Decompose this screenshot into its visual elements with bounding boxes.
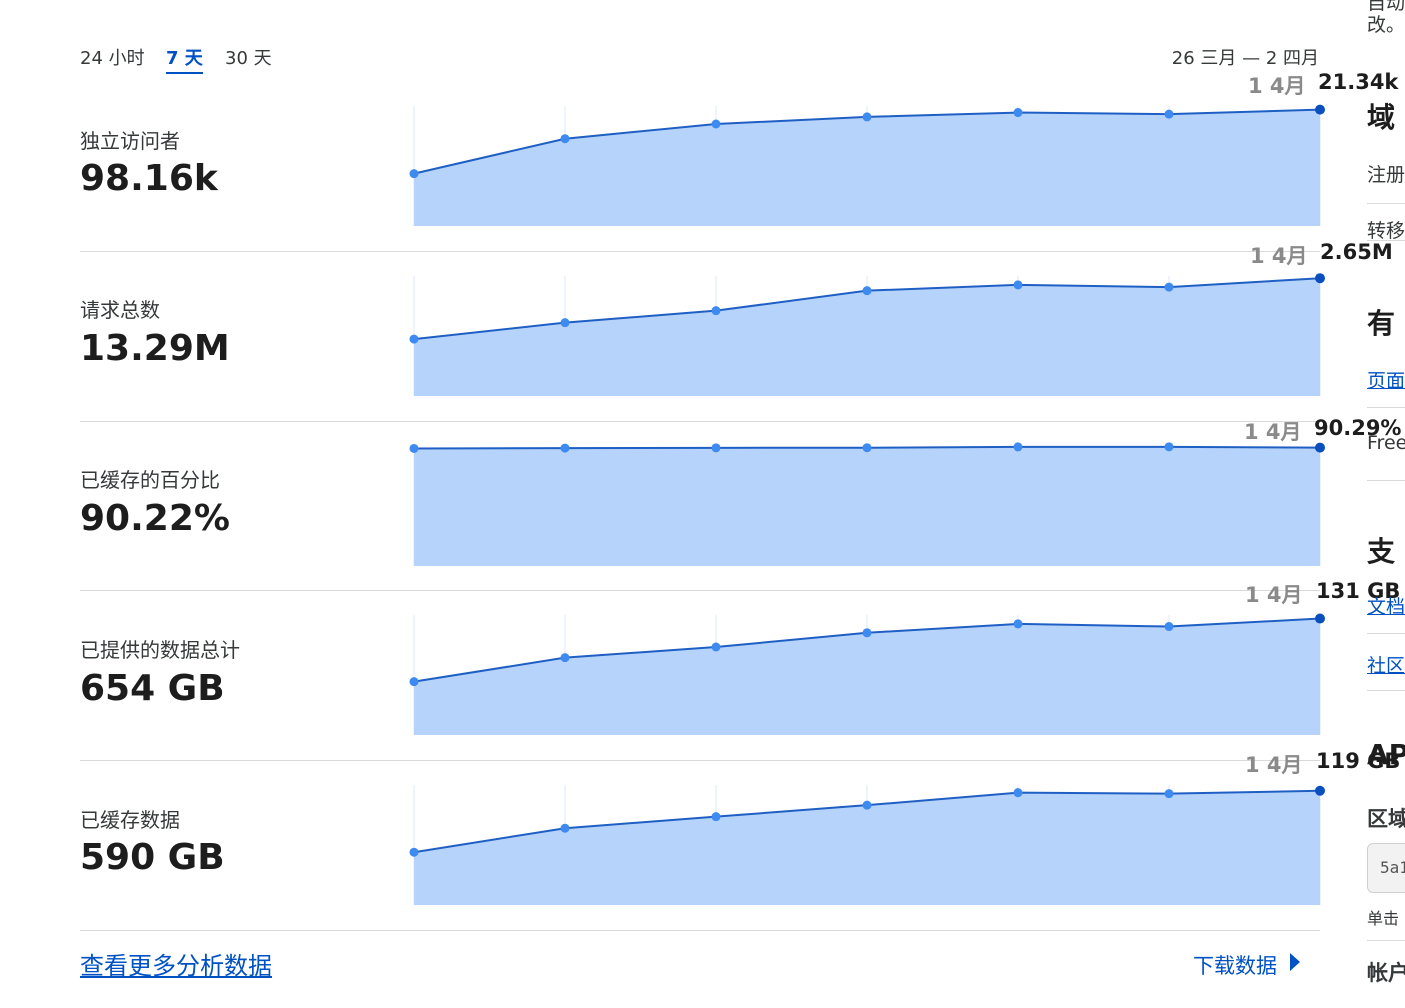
sidebar-docs-link[interactable]: 文档 — [1367, 596, 1405, 618]
metric-label-cached-percent: 已缓存的百分比 — [80, 468, 220, 492]
sidebar-account-label: 帐户 — [1367, 961, 1405, 985]
metric-label-unique-visitors: 独立访问者 — [80, 129, 180, 153]
metric-value-total-data-served: 654 GB — [80, 668, 225, 709]
date-range: 26 三月 — 2 四月 — [1171, 48, 1319, 69]
chart-point — [1013, 619, 1023, 629]
sidebar-community-link[interactable]: 社区 — [1367, 655, 1405, 677]
metric-label-cached-data: 已缓存数据 — [80, 808, 180, 832]
divider — [80, 590, 1320, 591]
chart-point — [1013, 788, 1023, 798]
chart-point — [711, 306, 721, 316]
caret-right-icon[interactable] — [1290, 953, 1300, 971]
chart-point — [862, 800, 872, 810]
chart-point — [560, 318, 570, 328]
chart-point — [560, 823, 570, 833]
chart-point — [560, 134, 570, 144]
chart-point — [409, 443, 419, 453]
chart-point — [1315, 273, 1325, 284]
divider — [80, 421, 1320, 422]
chart-point — [711, 443, 721, 453]
tooltip-date: 1 4月 — [1245, 583, 1303, 607]
tooltip-value: 90.29% — [1314, 416, 1402, 440]
metric-value-unique-visitors: 98.16k — [80, 158, 218, 199]
chart-area — [414, 109, 1320, 226]
divider — [1367, 203, 1405, 204]
zone-id-field[interactable]: 5a1 — [1367, 843, 1405, 893]
sidebar-plan: Free — [1367, 432, 1405, 454]
chart-point — [560, 443, 570, 453]
tooltip-date: 1 4月 — [1250, 244, 1308, 268]
metric-value-cached-data: 590 GB — [80, 837, 225, 878]
chart-point — [1315, 442, 1325, 453]
chart-point — [711, 119, 721, 129]
sidebar-top-text: 自动 — [1367, 0, 1405, 14]
sidebar-page-link[interactable]: 页面 — [1367, 370, 1405, 392]
chart-point — [862, 443, 872, 453]
sidebar-click-text: 单击 — [1367, 909, 1400, 928]
chart-area — [414, 618, 1320, 735]
chart-point — [711, 642, 721, 652]
divider — [1367, 240, 1405, 241]
sidebar-top-text: 改。 — [1367, 14, 1405, 36]
chart-area — [414, 446, 1320, 566]
divider — [1367, 633, 1405, 634]
tooltip-value: 21.34k — [1318, 70, 1399, 94]
divider — [80, 760, 1320, 761]
sidebar-registrar: 注册 — [1367, 164, 1405, 186]
chart-area — [414, 278, 1320, 396]
sidebar-domain-heading: 域 — [1367, 101, 1396, 134]
sidebar-api-heading: AP — [1367, 738, 1405, 771]
tab-30-days[interactable]: 30 天 — [225, 48, 272, 69]
chart-point — [1315, 613, 1325, 624]
chart-point — [1315, 104, 1325, 115]
chart-point — [1164, 282, 1174, 292]
divider — [1367, 480, 1405, 481]
download-data-link[interactable]: 下载数据 — [1193, 954, 1277, 978]
divider — [80, 251, 1320, 252]
chart-point — [1164, 789, 1174, 799]
chart-point — [409, 847, 419, 857]
chart-point — [1013, 280, 1023, 290]
tab-7-days[interactable]: 7 天 — [166, 44, 203, 74]
chart-area — [414, 790, 1320, 905]
chart-point — [1013, 442, 1023, 452]
tab-24-hours[interactable]: 24 小时 — [80, 48, 145, 69]
sidebar-transfer: 转移 — [1367, 220, 1405, 242]
metric-label-total-requests: 请求总数 — [80, 298, 160, 322]
tooltip-value: 131 GB — [1316, 579, 1401, 603]
divider — [1367, 407, 1405, 408]
chart-point — [711, 812, 721, 822]
chart-point — [1164, 109, 1174, 119]
chart-point — [862, 628, 872, 638]
divider — [80, 930, 1320, 931]
metric-value-cached-percent: 90.22% — [80, 498, 230, 539]
divider — [1367, 940, 1405, 941]
tooltip-value: 119 GB — [1316, 749, 1401, 773]
tooltip-date: 1 4月 — [1244, 420, 1302, 444]
chart-point — [1315, 785, 1325, 796]
tooltip-date: 1 4月 — [1248, 74, 1306, 98]
chart-point — [409, 334, 419, 344]
chart-point — [1164, 622, 1174, 632]
chart-point — [862, 286, 872, 296]
chart-point — [1164, 442, 1174, 452]
tooltip-value: 2.65M — [1320, 240, 1393, 264]
metric-label-total-data-served: 已提供的数据总计 — [80, 638, 240, 662]
chart-point — [409, 169, 419, 179]
chart-point — [409, 677, 419, 687]
chart-point — [560, 653, 570, 663]
metric-value-total-requests: 13.29M — [80, 328, 230, 369]
view-more-analytics-link[interactable]: 查看更多分析数据 — [80, 952, 272, 980]
divider — [1367, 690, 1405, 691]
chart-point — [1013, 108, 1023, 118]
sidebar-active-heading: 有 — [1367, 307, 1396, 340]
tooltip-date: 1 4月 — [1245, 753, 1303, 777]
sidebar-zone-label: 区域 — [1367, 807, 1405, 831]
sidebar-support-heading: 支 — [1367, 535, 1396, 568]
chart-point — [862, 112, 872, 122]
